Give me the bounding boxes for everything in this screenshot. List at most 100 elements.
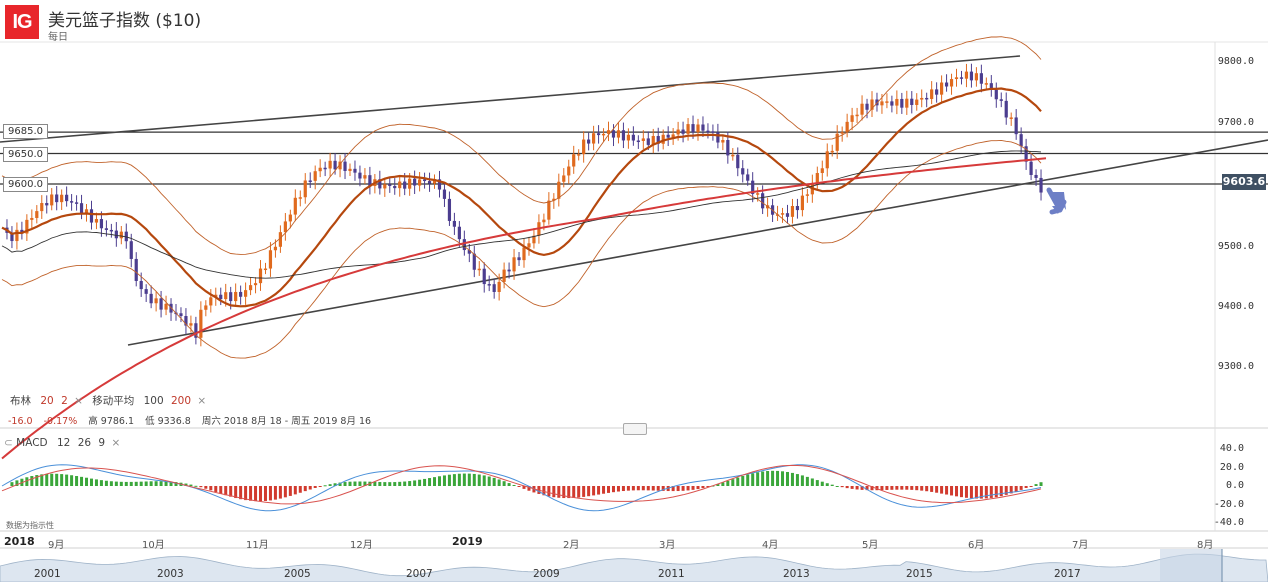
candle-body [785, 213, 790, 217]
level-label-9685[interactable]: 9685.0 [3, 124, 48, 139]
candle-body [239, 291, 243, 297]
candle-body [552, 198, 556, 201]
candle-body [656, 136, 660, 144]
level-label-9650[interactable]: 9650.0 [3, 147, 48, 162]
candle-body [408, 178, 412, 189]
macd-histogram-bar [423, 478, 427, 486]
navigator-window [1160, 549, 1222, 582]
candle-body [467, 250, 471, 254]
macd-histogram-bar [597, 486, 601, 495]
candle-body [587, 139, 591, 144]
candle-body [263, 268, 268, 271]
candle-body [701, 124, 705, 131]
macd-histogram-bar [492, 477, 496, 486]
macd-histogram-bar [403, 481, 407, 486]
macd-histogram-bar [979, 486, 983, 499]
macd-histogram-bar [462, 473, 466, 486]
candle-body [562, 175, 566, 182]
ma-label[interactable]: 移动平均 [92, 395, 135, 407]
macd-histogram-bar [984, 486, 988, 499]
candle-body [229, 292, 233, 302]
bollinger-deviation[interactable]: 2 [61, 395, 68, 407]
macd-histogram-bar [244, 486, 248, 501]
candle-body [437, 179, 442, 190]
candle-body [532, 235, 536, 244]
ma-fast-period[interactable]: 100 [143, 395, 164, 407]
candle-body [661, 134, 665, 144]
macd-histogram-bar [184, 483, 188, 486]
candle-body [398, 181, 402, 189]
pane-resize-handle[interactable] [623, 423, 647, 435]
macd-histogram-bar [557, 486, 561, 498]
ma-100-line [1, 150, 1042, 279]
macd-histogram-bar [89, 478, 93, 486]
bollinger-close-icon[interactable]: × [74, 395, 83, 407]
macd-histogram-bar [969, 486, 973, 499]
month-label: 3月 [659, 540, 676, 551]
macd-signal[interactable]: 9 [98, 437, 106, 449]
macd-histogram-bar [129, 481, 133, 486]
chart-interval[interactable]: 每日 [48, 32, 68, 43]
bollinger-period[interactable]: 20 [40, 395, 54, 407]
macd-histogram-bar [820, 481, 824, 486]
macd-histogram-bar [547, 486, 551, 497]
macd-histogram-bar [1019, 486, 1023, 490]
candle-body [835, 133, 839, 151]
candle-body [134, 258, 138, 281]
candle-body [268, 250, 273, 269]
macd-histogram-bar [104, 480, 108, 486]
macd-close-icon[interactable]: × [111, 437, 121, 449]
macd-histogram-bar [114, 481, 118, 486]
macd-histogram-bar [70, 475, 74, 486]
year-label: 2018 [4, 535, 35, 548]
macd-histogram-bar [885, 486, 889, 490]
candle-body [616, 130, 621, 138]
macd-label[interactable]: MACD [16, 437, 48, 449]
macd-histogram-bar [845, 486, 849, 489]
macd-histogram-bar [303, 486, 307, 492]
ma-close-icon[interactable]: × [197, 395, 207, 407]
candle-body [984, 83, 988, 85]
macd-slow[interactable]: 26 [77, 437, 92, 449]
macd-histogram-bar [94, 479, 98, 486]
macd-histogram-bar [408, 481, 412, 486]
candle-body [74, 202, 79, 204]
macd-histogram-bar [964, 486, 968, 498]
macd-histogram-bar [835, 485, 839, 487]
candle-body [930, 89, 934, 99]
candle-body [353, 168, 357, 173]
candle-body [920, 97, 924, 100]
macd-histogram-bar [1014, 486, 1018, 492]
ma-slow-period[interactable]: 200 [170, 395, 192, 407]
candle-body [944, 82, 949, 87]
candle-body [964, 71, 969, 79]
indicator-legend: 布林 20 2 × 移动平均 100 200 × [10, 393, 206, 408]
candle-body [447, 198, 452, 221]
candle-body [671, 134, 675, 138]
candle-body [726, 140, 730, 156]
macd-histogram-bar [254, 486, 258, 502]
candle-body [691, 124, 695, 133]
macd-histogram-bar [741, 475, 745, 486]
candle-body [582, 139, 586, 155]
macd-histogram-bar [433, 477, 437, 486]
candle-body [626, 134, 630, 141]
candle-body [30, 217, 34, 220]
bollinger-middle [1, 87, 1042, 308]
macd-fast[interactable]: 12 [56, 437, 71, 449]
candle-body [820, 168, 824, 174]
level-label-9600[interactable]: 9600.0 [3, 177, 48, 192]
candle-body [830, 150, 834, 153]
bollinger-label[interactable]: 布林 [10, 395, 31, 407]
macd-tick: -20.0 [1213, 499, 1244, 510]
candle-body [273, 246, 278, 251]
candle-body [442, 189, 447, 199]
navigator-year: 2013 [783, 568, 810, 580]
macd-histogram-bar [219, 486, 223, 494]
macd-histogram-bar [288, 486, 292, 496]
candle-body [427, 181, 432, 184]
macd-histogram-bar [686, 486, 690, 491]
macd-collapse-icon[interactable]: ⊂ [4, 437, 13, 449]
candle-body [308, 180, 312, 182]
